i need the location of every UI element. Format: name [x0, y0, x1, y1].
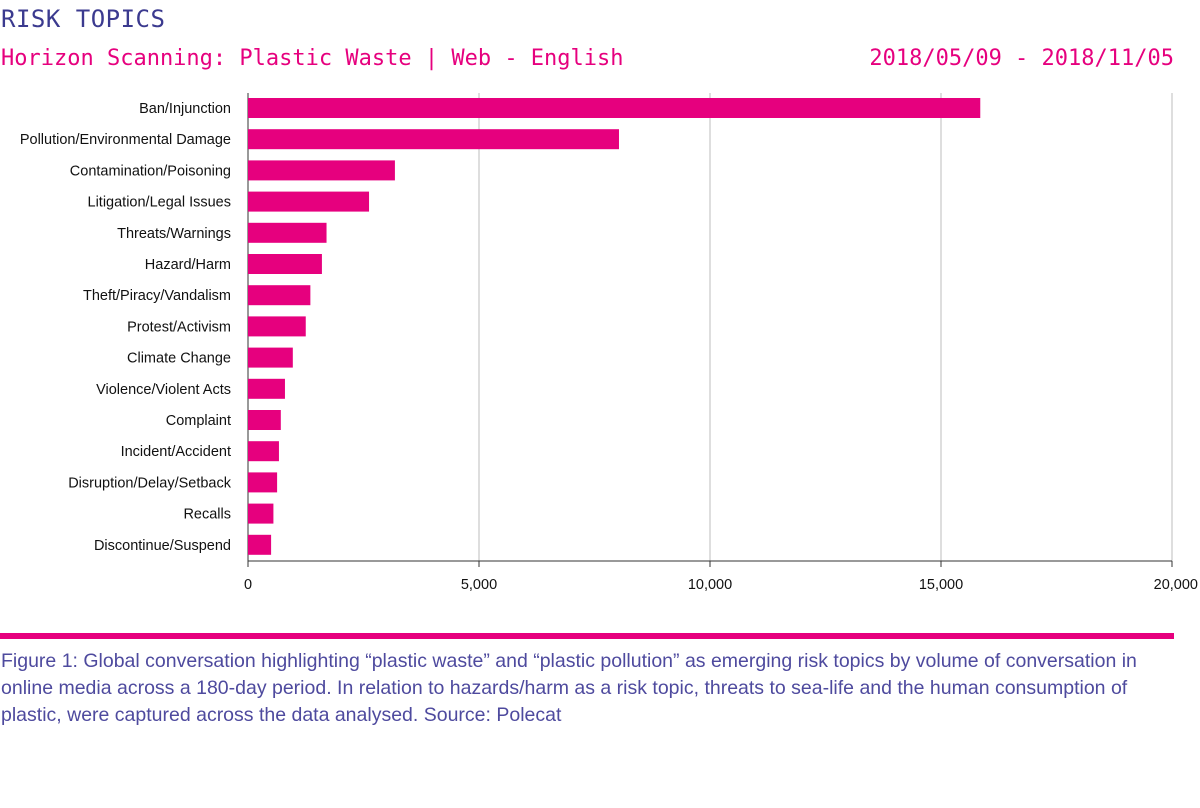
bars — [248, 98, 981, 555]
bar — [248, 316, 306, 337]
category-label: Theft/Piracy/Vandalism — [83, 288, 231, 304]
x-tick-label: 15,000 — [919, 577, 963, 593]
bar — [248, 222, 327, 243]
bar — [248, 503, 274, 524]
category-label: Litigation/Legal Issues — [88, 195, 232, 211]
bar — [248, 285, 311, 306]
category-label: Ban/Injunction — [139, 101, 231, 117]
category-label: Recalls — [183, 507, 231, 523]
category-label: Pollution/Environmental Damage — [20, 132, 231, 148]
x-tick-label: 0 — [244, 577, 252, 593]
category-label: Violence/Violent Acts — [96, 382, 231, 398]
x-tick-label: 10,000 — [688, 577, 732, 593]
bar — [248, 472, 278, 493]
bar — [248, 129, 619, 150]
bar — [248, 254, 322, 274]
category-label: Climate Change — [127, 351, 231, 367]
category-label: Incident/Accident — [121, 444, 231, 460]
bar — [248, 160, 395, 181]
chart-title: RISK TOPICS — [1, 5, 166, 33]
category-label: Complaint — [166, 413, 231, 429]
chart-subtitle: Horizon Scanning: Plastic Waste | Web - … — [1, 46, 624, 71]
category-label: Contamination/Poisoning — [70, 163, 231, 179]
category-label: Discontinue/Suspend — [94, 538, 231, 554]
category-label: Protest/Activism — [127, 319, 231, 335]
figure-caption: Figure 1: Global conversation highlighti… — [1, 650, 1137, 726]
x-tick-label: 5,000 — [461, 577, 497, 593]
bar — [248, 98, 981, 118]
category-label: Hazard/Harm — [145, 257, 231, 273]
category-labels: Ban/Injunction Pollution/Environmental Da… — [20, 101, 232, 554]
x-tick-label: 20,000 — [1154, 577, 1198, 593]
bar — [248, 347, 293, 368]
bar — [248, 410, 281, 430]
date-range: 2018/05/09 - 2018/11/05 — [869, 46, 1174, 71]
bar-chart: Ban/Injunction Pollution/Environmental Da… — [20, 93, 1198, 593]
bar — [248, 191, 370, 212]
divider-rule — [0, 633, 1174, 639]
bar — [248, 534, 272, 555]
category-label: Threats/Warnings — [117, 226, 231, 242]
x-axis-ticks: 0 5,000 10,000 15,000 20,000 — [244, 561, 1198, 593]
bar — [248, 441, 279, 462]
bar — [248, 378, 285, 399]
category-label: Disruption/Delay/Setback — [68, 475, 232, 491]
